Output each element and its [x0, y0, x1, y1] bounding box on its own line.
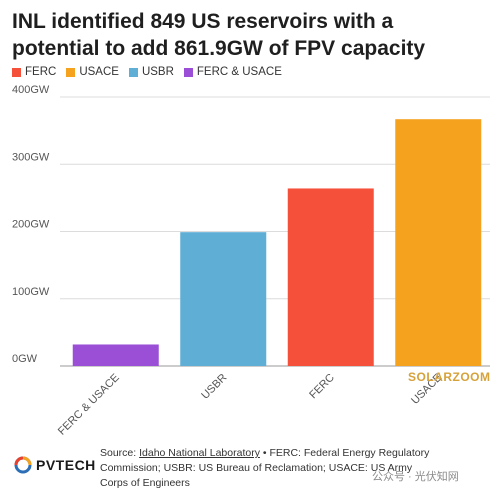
legend-item-usace: USACE [66, 66, 119, 78]
legend-item-ferc: FERC [12, 66, 56, 78]
watermark-account: 公众号 · 光伏知网 [372, 471, 459, 483]
y-tick-label: 200GW [12, 219, 50, 231]
x-tick-label: FERC & USACE [56, 372, 122, 438]
legend-swatch-ferc [12, 67, 21, 77]
legend: FERC USACE USBR FERC & USACE [12, 66, 282, 78]
y-tick-label: 400GW [12, 84, 50, 96]
source-prefix: Source: [100, 447, 140, 459]
legend-label-ferc: FERC [25, 66, 57, 78]
legend-label-usbr: USBR [141, 66, 174, 78]
y-tick-label: 300GW [12, 151, 50, 163]
bar-chart: 0GW 100GW 200GW 300GW 400GW FERC & USACE USBR F… [12, 84, 490, 438]
x-tick-label: USBR [199, 372, 229, 402]
footer: PVTECH Source: Idaho National Laboratory… [0, 442, 500, 492]
source-note: Source: Idaho National Laboratory • FERC… [100, 446, 430, 491]
bar-usace [395, 119, 482, 366]
watermark-brand: SOLARZOOM [408, 370, 491, 384]
y-tick-label: 100GW [12, 286, 50, 298]
logo-text: PVTECH [36, 457, 96, 473]
bar-usbr [180, 232, 267, 366]
y-tick-label: 0GW [12, 353, 38, 365]
x-tick-label: FERC [307, 372, 337, 402]
pvtech-logo: PVTECH [14, 456, 96, 474]
legend-item-usbr: USBR [128, 66, 174, 78]
legend-swatch-ferc-usace [183, 67, 193, 77]
legend-swatch-usbr [128, 67, 138, 77]
legend-label-ferc-usace: FERC & USACE [196, 66, 282, 78]
chart-title: INL identified 849 US reservoirs with a … [12, 10, 426, 60]
bar-ferc-usace [72, 344, 159, 366]
legend-label-usace: USACE [79, 66, 119, 78]
source-rest: • FERC: Federal Energy Regulatory Commis… [100, 447, 430, 489]
bar-ferc [287, 188, 374, 366]
pvtech-logo-icon [14, 456, 32, 474]
legend-swatch-usace [66, 67, 76, 77]
legend-item-ferc-usace: FERC & USACE [183, 66, 282, 78]
source-link[interactable]: Idaho National Laboratory [139, 447, 260, 459]
